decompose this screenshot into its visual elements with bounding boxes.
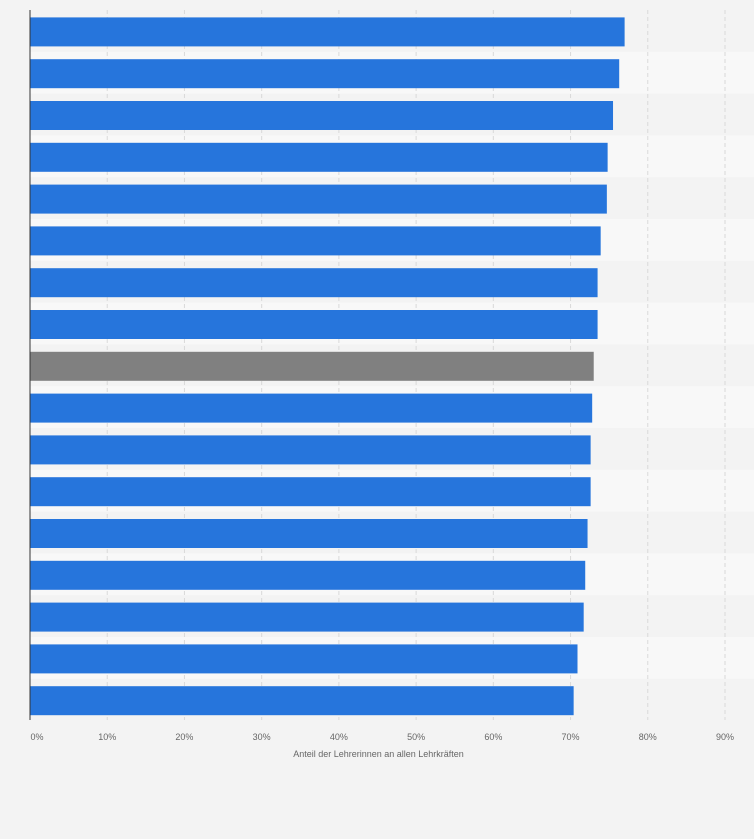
bar	[30, 477, 591, 507]
bar	[30, 644, 578, 674]
gridlines	[106, 10, 726, 720]
bar	[30, 142, 608, 172]
bar	[30, 686, 574, 716]
x-tick-label: 80%	[639, 732, 657, 742]
bar	[30, 59, 620, 89]
x-tick-label: 30%	[253, 732, 271, 742]
bar	[30, 519, 588, 548]
bar-highlight	[30, 351, 594, 381]
bar	[30, 310, 598, 339]
bar	[30, 101, 614, 130]
bar	[30, 560, 586, 590]
x-tick-label: 0%	[30, 732, 43, 742]
x-tick-label: 40%	[330, 732, 348, 742]
bar	[30, 435, 591, 465]
bar	[30, 268, 598, 298]
bar	[30, 226, 601, 256]
x-tick-label: 90%	[716, 732, 734, 742]
bar	[30, 184, 607, 214]
bar	[30, 393, 593, 423]
bars	[30, 17, 625, 716]
x-tick-label: 70%	[562, 732, 580, 742]
bar	[30, 17, 625, 47]
x-tick-label: 20%	[175, 732, 193, 742]
bar	[30, 602, 584, 632]
x-tick-label: 50%	[407, 732, 425, 742]
x-tick-label: 60%	[484, 732, 502, 742]
x-axis-ticks: 0% 10% 20% 30% 40% 50% 60% 70% 80% 90%	[30, 732, 734, 742]
x-axis-title: Anteil der Lehrerinnen an allen Lehrkräf…	[293, 749, 464, 759]
x-tick-label: 10%	[98, 732, 116, 742]
